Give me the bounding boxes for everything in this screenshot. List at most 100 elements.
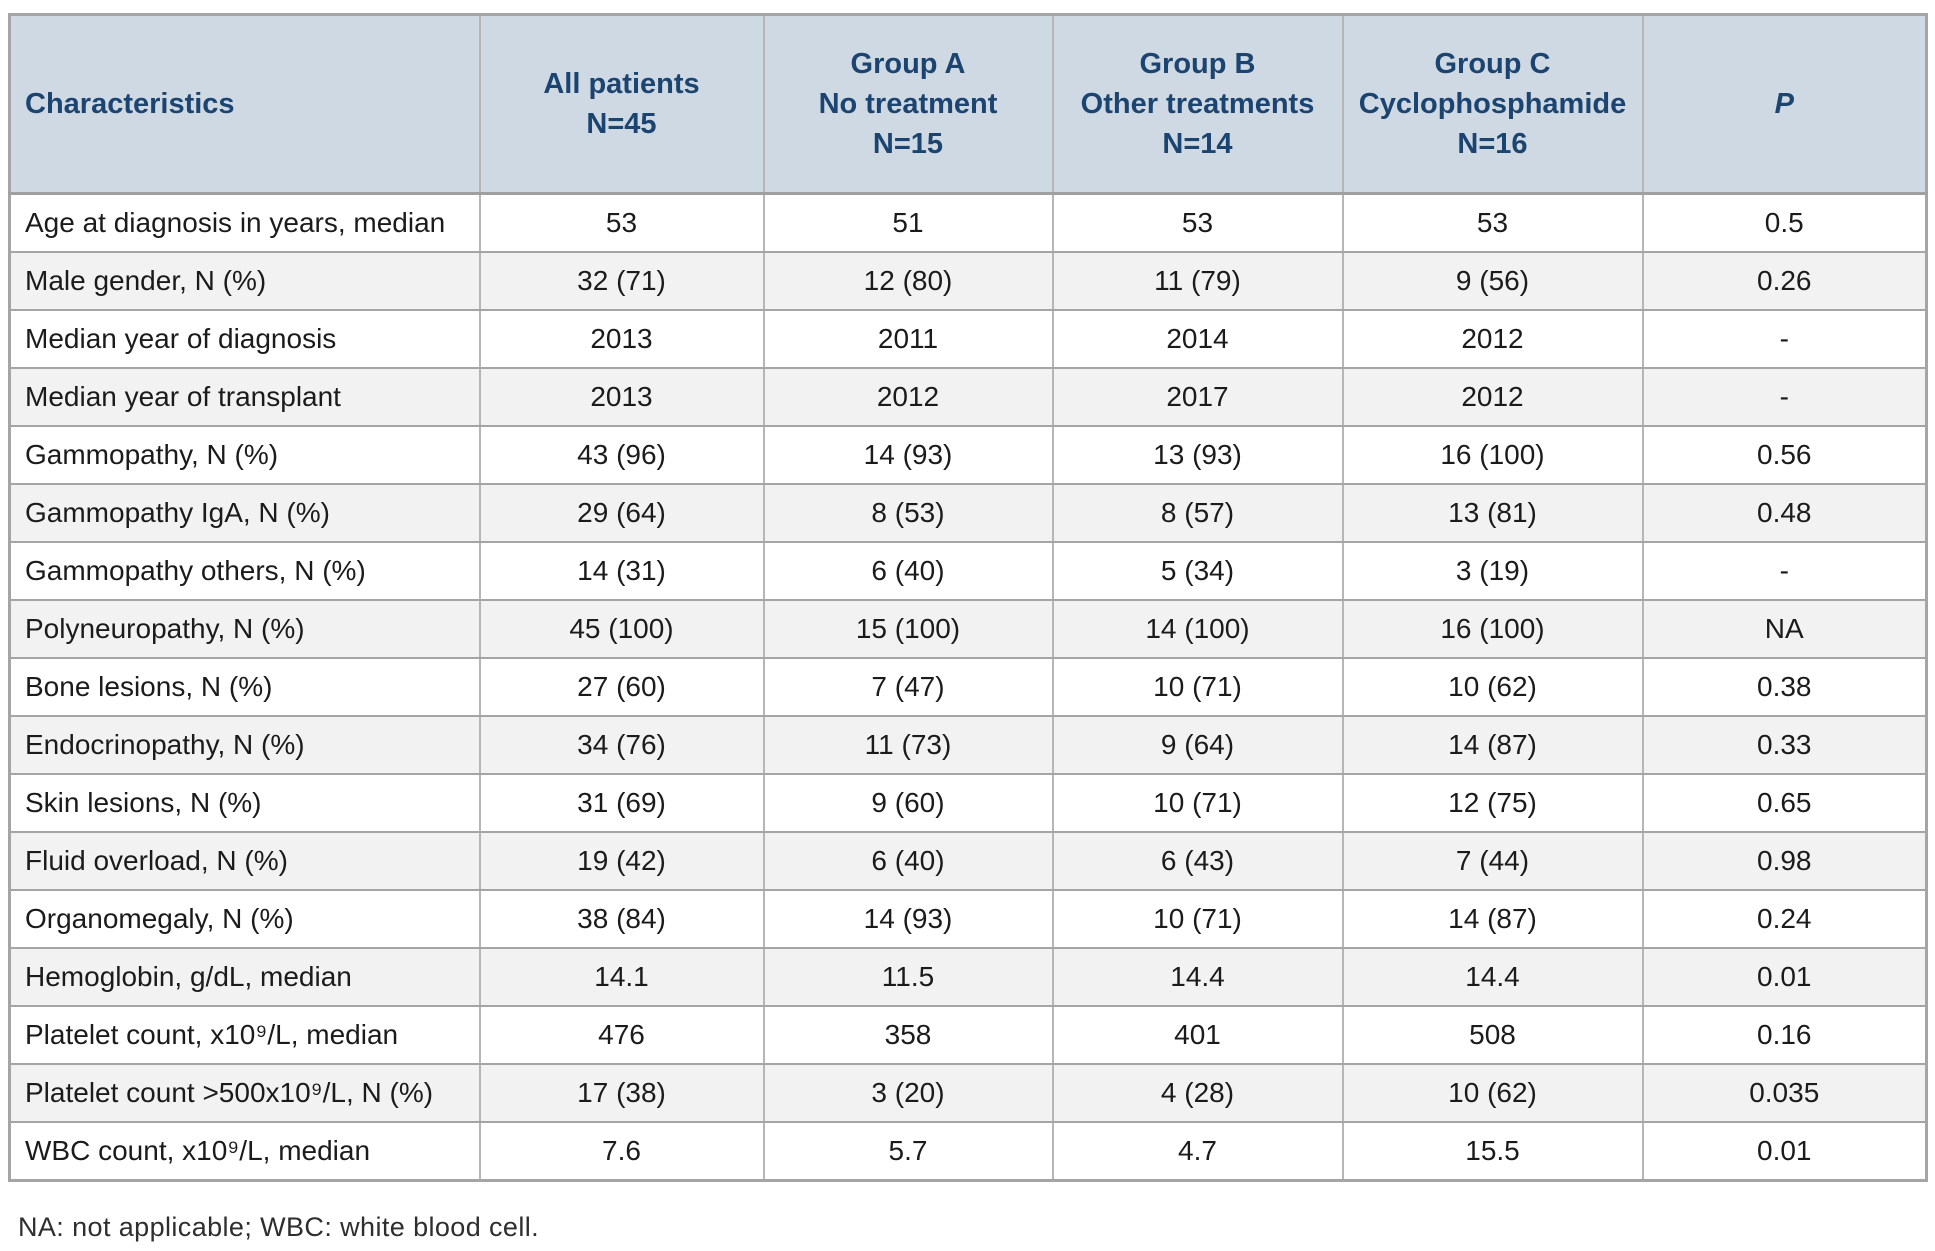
header-line: N=45 [586,108,657,140]
row-label: WBC count, x10⁹/L, median [8,1121,481,1182]
cell-all-patients: 34 (76) [478,715,765,775]
cell-p-value: 0.38 [1641,657,1928,717]
cell-all-patients: 2013 [478,309,765,369]
cell-group-b: 53 [1051,192,1344,253]
table-row: Age at diagnosis in years, median 53 51 53 5… [8,192,1928,253]
cell-group-a: 2012 [762,367,1054,427]
table-row: Polyneuropathy, N (%) 45 (100) 15 (100) 14 … [8,599,1928,659]
row-label: Median year of diagnosis [8,309,481,369]
row-label: Organomegaly, N (%) [8,889,481,949]
header-line: P [1774,88,1794,120]
cell-group-c: 16 (100) [1341,599,1644,659]
cell-group-b: 6 (43) [1051,831,1344,891]
cell-group-a: 9 (60) [762,773,1054,833]
cell-p-value: 0.98 [1641,831,1928,891]
header-row: Characteristics All patients N=45 Group A No… [8,14,1928,195]
header-line: No treatment [818,88,998,120]
cell-all-patients: 31 (69) [478,773,765,833]
cell-group-c: 12 (75) [1341,773,1644,833]
cell-group-b: 10 (71) [1051,773,1344,833]
cell-group-c: 14.4 [1341,947,1644,1007]
cell-group-a: 12 (80) [762,251,1054,311]
cell-group-c: 14 (87) [1341,889,1644,949]
table-row: Male gender, N (%) 32 (71) 12 (80) 11 (79) 9… [8,251,1928,311]
characteristics-table: Characteristics All patients N=45 Group A No… [8,13,1928,1182]
cell-group-b: 5 (34) [1051,541,1344,601]
table-row: Median year of diagnosis 2013 2011 2014 2012… [8,309,1928,369]
cell-all-patients: 38 (84) [478,889,765,949]
cell-group-c: 14 (87) [1341,715,1644,775]
column-header-group-a: Group A No treatment N=15 [762,14,1054,195]
table-row: Bone lesions, N (%) 27 (60) 7 (47) 10 (71) 1… [8,657,1928,717]
row-label: Endocrinopathy, N (%) [8,715,481,775]
cell-group-c: 10 (62) [1341,657,1644,717]
table-row: Platelet count >500x10⁹/L, N (%) 17 (38) 3… [8,1063,1928,1123]
header-line: All patients [543,68,700,100]
row-label: Platelet count, x10⁹/L, median [8,1005,481,1065]
cell-group-b: 10 (71) [1051,657,1344,717]
header-line: Characteristics [25,88,235,120]
column-header-p-value: P [1641,14,1928,195]
cell-group-a: 358 [762,1005,1054,1065]
row-label: Median year of transplant [8,367,481,427]
row-label: Gammopathy IgA, N (%) [8,483,481,543]
row-label: Fluid overload, N (%) [8,831,481,891]
cell-group-c: 53 [1341,192,1644,253]
cell-p-value: 0.65 [1641,773,1928,833]
header-line: N=16 [1457,128,1528,160]
cell-group-a: 15 (100) [762,599,1054,659]
row-label: Male gender, N (%) [8,251,481,311]
cell-group-b: 4.7 [1051,1121,1344,1182]
cell-group-b: 11 (79) [1051,251,1344,311]
cell-group-b: 2017 [1051,367,1344,427]
cell-all-patients: 7.6 [478,1121,765,1182]
cell-group-a: 51 [762,192,1054,253]
header-line: Group A [850,48,966,80]
cell-group-a: 11.5 [762,947,1054,1007]
cell-all-patients: 45 (100) [478,599,765,659]
table-row: Endocrinopathy, N (%) 34 (76) 11 (73) 9 (64… [8,715,1928,775]
cell-all-patients: 14.1 [478,947,765,1007]
row-label: Polyneuropathy, N (%) [8,599,481,659]
table-row: Gammopathy IgA, N (%) 29 (64) 8 (53) 8 (57)… [8,483,1928,543]
table-row: Skin lesions, N (%) 31 (69) 9 (60) 10 (71) 1… [8,773,1928,833]
cell-group-c: 10 (62) [1341,1063,1644,1123]
column-header-group-b: Group B Other treatments N=14 [1051,14,1344,195]
cell-p-value: 0.16 [1641,1005,1928,1065]
cell-p-value: 0.035 [1641,1063,1928,1123]
table-row: Platelet count, x10⁹/L, median 476 358 401 5… [8,1005,1928,1065]
cell-group-a: 14 (93) [762,425,1054,485]
cell-all-patients: 27 (60) [478,657,765,717]
cell-p-value: 0.56 [1641,425,1928,485]
cell-group-c: 16 (100) [1341,425,1644,485]
cell-group-a: 6 (40) [762,541,1054,601]
row-label: Gammopathy, N (%) [8,425,481,485]
table-row: Gammopathy others, N (%) 14 (31) 6 (40) 5 (… [8,541,1928,601]
cell-group-b: 14 (100) [1051,599,1344,659]
header-line: Other treatments [1080,88,1315,120]
cell-group-b: 13 (93) [1051,425,1344,485]
cell-all-patients: 53 [478,192,765,253]
table-row: WBC count, x10⁹/L, median 7.6 5.7 4.7 15.5 0.… [8,1121,1928,1182]
cell-group-a: 11 (73) [762,715,1054,775]
cell-group-c: 9 (56) [1341,251,1644,311]
cell-p-value: 0.01 [1641,947,1928,1007]
cell-all-patients: 29 (64) [478,483,765,543]
cell-p-value: 0.24 [1641,889,1928,949]
cell-all-patients: 2013 [478,367,765,427]
cell-p-value: NA [1641,599,1928,659]
cell-group-c: 2012 [1341,309,1644,369]
cell-p-value: 0.26 [1641,251,1928,311]
cell-group-a: 7 (47) [762,657,1054,717]
cell-all-patients: 476 [478,1005,765,1065]
cell-group-a: 6 (40) [762,831,1054,891]
cell-all-patients: 32 (71) [478,251,765,311]
cell-group-b: 10 (71) [1051,889,1344,949]
column-header-group-c: Group C Cyclophosphamide N=16 [1341,14,1644,195]
table-row: Fluid overload, N (%) 19 (42) 6 (40) 6 (43)… [8,831,1928,891]
cell-group-a: 8 (53) [762,483,1054,543]
cell-group-a: 5.7 [762,1121,1054,1182]
row-label: Age at diagnosis in years, median [8,192,481,253]
cell-p-value: 0.5 [1641,192,1928,253]
cell-group-b: 8 (57) [1051,483,1344,543]
